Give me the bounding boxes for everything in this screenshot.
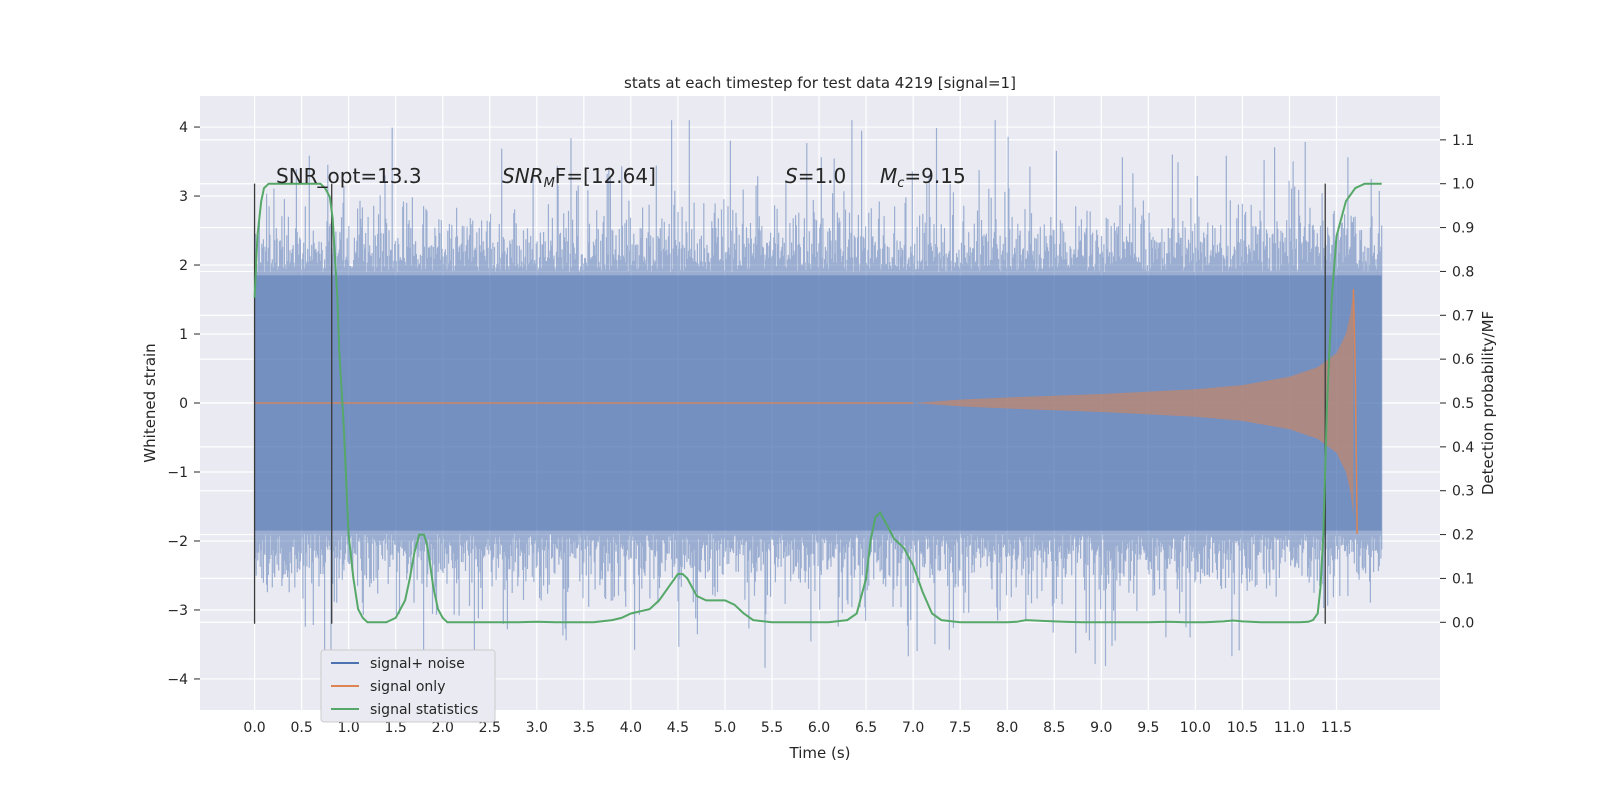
- x-tick-label: 9.5: [1137, 720, 1159, 736]
- y-tick-label: 0: [179, 396, 188, 412]
- y-axis-right-label: Detection probability/MF: [1479, 311, 1497, 495]
- annotation-mc: Mc=9.15: [880, 164, 966, 191]
- x-tick-label: 3.5: [573, 720, 595, 736]
- annotation-snr-mf-sub: M: [544, 176, 555, 191]
- legend-label-signal-statistics: signal statistics: [370, 702, 478, 718]
- legend: signal+ noise signal only signal statist…: [320, 649, 496, 723]
- annotation-s-value: =1.0: [798, 164, 847, 188]
- y-right-tick-label: 1.1: [1452, 133, 1474, 149]
- x-tick-label: 4.0: [620, 720, 642, 736]
- x-tick-label: 10.0: [1180, 720, 1211, 736]
- y-right-tick-label: 0.5: [1452, 396, 1474, 412]
- x-axis-label: Time (s): [789, 744, 851, 762]
- x-tick-label: 0.5: [290, 720, 312, 736]
- annotation-mc-prefix: M: [880, 164, 897, 188]
- y-tick-label: 2: [179, 258, 188, 274]
- annotation-snr-mf-prefix: SNR: [502, 164, 544, 188]
- signal-only-series-layer: [254, 289, 1358, 535]
- x-tick-label: 5.5: [761, 720, 783, 736]
- signal-statistics-series-layer: [253, 182, 1382, 624]
- tick-labels-layer: 0.0 0.5 1.0 1.5 2.0 2.5 3.0 3.5 4.0 4.5 5.0 5.5 6.0 6…: [167, 120, 1474, 736]
- y-right-tick-label: 0.3: [1452, 484, 1474, 500]
- x-tick-label: 8.0: [996, 720, 1018, 736]
- y-tick-label: 1: [179, 327, 188, 343]
- x-tick-label: 7.0: [902, 720, 924, 736]
- x-tick-label: 11.0: [1274, 720, 1305, 736]
- series-signal-statistics: [253, 182, 1382, 624]
- y-right-tick-label: 0.9: [1452, 221, 1474, 237]
- y-right-tick-label: 0.8: [1452, 264, 1474, 280]
- y-tick-label: −3: [167, 603, 188, 619]
- annotation-s-prefix: S: [785, 164, 798, 188]
- y-right-tick-label: 0.2: [1452, 528, 1474, 544]
- x-tick-label: 2.5: [479, 720, 501, 736]
- legend-label-signal-noise: signal+ noise: [370, 656, 465, 672]
- y-tick-label: 4: [179, 120, 188, 136]
- x-tick-label: 10.5: [1227, 720, 1258, 736]
- annotation-s: S=1.0: [785, 164, 846, 188]
- series-signal-only-merger: [1352, 289, 1358, 535]
- annotation-mc-sub: c: [897, 176, 904, 191]
- x-tick-label: 2.0: [432, 720, 454, 736]
- y-right-tick-label: 0.4: [1452, 440, 1474, 456]
- chart-title: stats at each timestep for test data 421…: [624, 74, 1016, 92]
- y-right-tick-label: 0.7: [1452, 308, 1474, 324]
- y-tick-label: −2: [167, 534, 188, 550]
- x-tick-label: 7.5: [949, 720, 971, 736]
- x-tick-label: 1.0: [338, 720, 360, 736]
- y-tick-label: −4: [167, 672, 188, 688]
- x-tick-label: 6.0: [808, 720, 830, 736]
- annotation-mc-value: =9.15: [904, 164, 965, 188]
- series-signal-only-envelope: [913, 289, 1354, 517]
- legend-label-signal-only: signal only: [370, 679, 445, 695]
- annotation-snr-mf: SNRMF=[12.64]: [502, 164, 656, 191]
- y-right-tick-label: 1.0: [1452, 177, 1474, 193]
- x-tick-label: 11.5: [1321, 720, 1352, 736]
- y-right-tick-label: 0.1: [1452, 571, 1474, 587]
- x-tick-label: 5.0: [714, 720, 736, 736]
- x-tick-label: 3.0: [526, 720, 548, 736]
- vertical-markers-layer: [253, 183, 1326, 624]
- y-tick-label: 3: [179, 189, 188, 205]
- annotation-snr-mf-suffix: F=[12.64]: [555, 164, 656, 188]
- y-tick-label: −1: [167, 465, 188, 481]
- y-right-tick-label: 0.0: [1452, 615, 1474, 631]
- x-tick-label: 0.0: [243, 720, 265, 736]
- y-right-tick-label: 0.6: [1452, 352, 1474, 368]
- legend-box: [320, 649, 496, 723]
- x-tick-label: 9.0: [1090, 720, 1112, 736]
- x-tick-label: 6.5: [855, 720, 877, 736]
- x-tick-label: 8.5: [1043, 720, 1065, 736]
- annotation-snr-opt: SNR_opt=13.3: [276, 164, 422, 188]
- x-tick-label: 4.5: [667, 720, 689, 736]
- y-axis-label: Whitened strain: [141, 343, 159, 462]
- x-tick-label: 1.5: [385, 720, 407, 736]
